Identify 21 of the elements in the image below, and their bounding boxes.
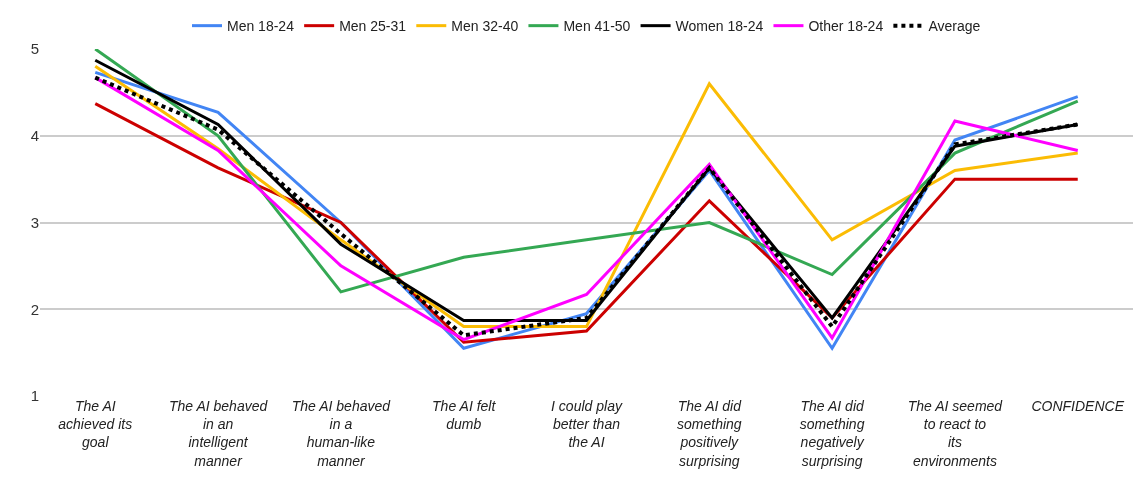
x-tick-label: The AI felt dumb [432, 398, 497, 433]
x-tick-label: The AI seemed to react to its environments [907, 398, 1004, 469]
x-tick-label: The AI behaved in an intelligent manner [168, 398, 269, 469]
y-tick-label: 2 [30, 300, 39, 318]
legend-label: Other 18-24 [808, 18, 884, 35]
x-tick-label: CONFIDENCE [1031, 398, 1125, 414]
x-tick-label: The AI did something positively surprising [677, 398, 743, 469]
y-tick-label: 4 [30, 127, 39, 144]
x-tick-label: The AI behaved in a human-like manner [291, 398, 392, 469]
y-tick-label: 3 [30, 213, 39, 231]
legend-label: Men 25-31 [339, 18, 407, 35]
x-tick-label: I could play better than the AI [551, 398, 623, 451]
legend-label: Men 18-24 [227, 18, 295, 35]
y-tick-label: 5 [30, 40, 39, 58]
y-tick-label: 1 [30, 387, 39, 405]
x-tick-label: The AI achieved its goal [58, 398, 133, 451]
legend-label: Women 18-24 [675, 18, 764, 35]
legend-label: Men 41-50 [563, 18, 631, 35]
x-tick-label: The AI did something negatively surprising [799, 398, 865, 469]
legend-label: Average [928, 18, 981, 35]
legend-label: Men 32-40 [451, 18, 519, 35]
